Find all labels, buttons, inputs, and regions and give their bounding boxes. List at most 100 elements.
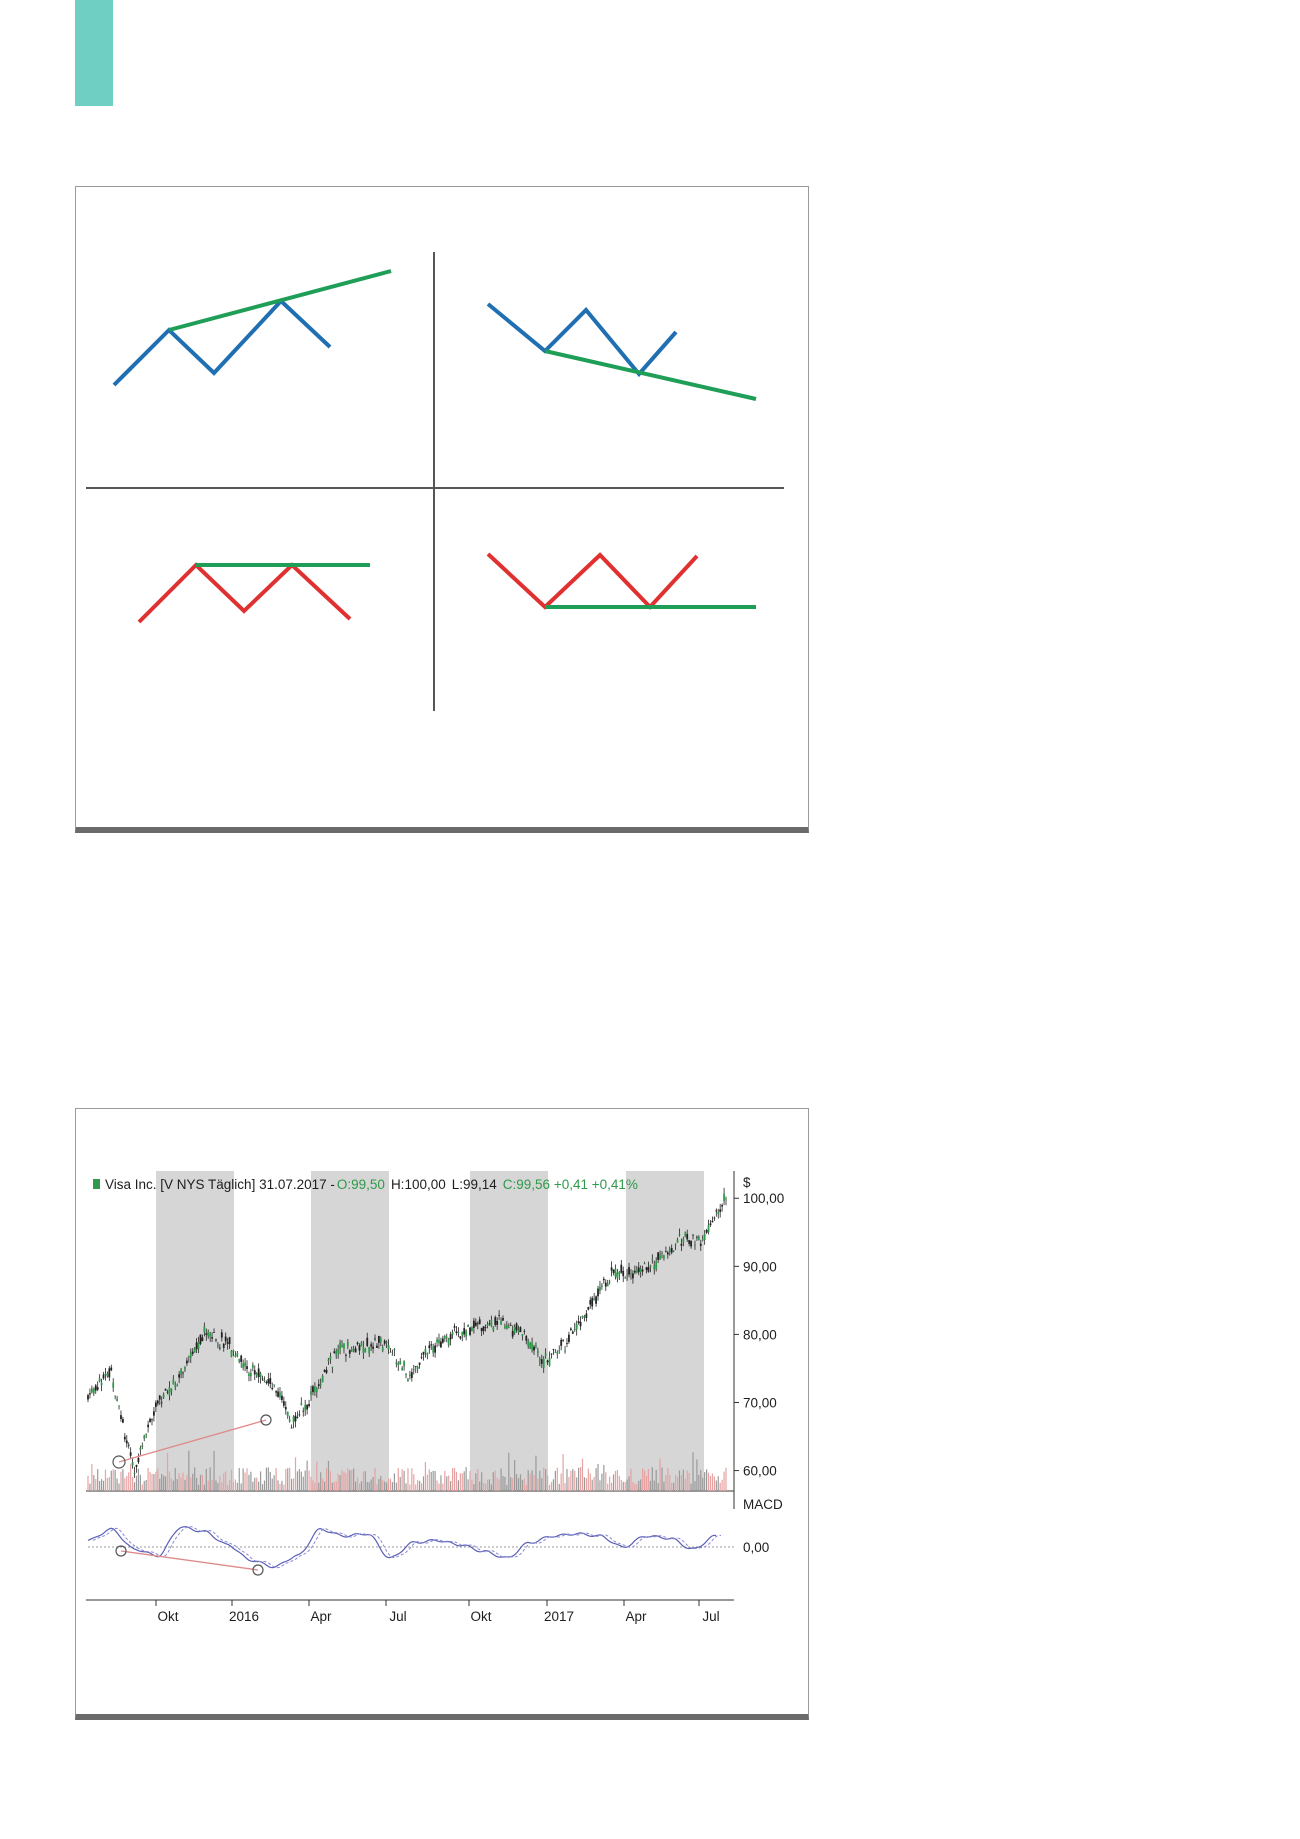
volume-bar [519,1474,522,1491]
volume-bar [143,1480,145,1491]
candle-body [441,1338,444,1343]
volume-bar [250,1471,252,1491]
volume-bar [133,1482,136,1491]
candle-body [560,1339,563,1346]
volume-bar [673,1482,675,1491]
volume-bar [287,1468,289,1491]
volume-bar [514,1460,516,1491]
candle-body [135,1464,138,1467]
candle-body [232,1350,235,1352]
candle-body [399,1361,402,1365]
candle-body [690,1241,692,1247]
candle-body [215,1339,217,1341]
macd-divergence-line [120,1550,259,1571]
volume-bar [525,1484,527,1491]
trendline-top-left [168,269,392,332]
volume-bar [704,1472,706,1491]
candle-body [94,1385,97,1391]
candle-body [89,1393,91,1395]
volume-bar [170,1478,172,1491]
candle-body [492,1327,495,1331]
volume-bar [463,1471,465,1491]
legend-prefix: Visa Inc. [V NYS Täglich] 31.07.2017 - [105,1177,335,1192]
volume-bar [700,1469,702,1491]
candle-body [391,1354,394,1356]
volume-bar [190,1477,192,1491]
volume-bar [649,1480,651,1491]
candle-body [412,1369,415,1370]
candle-body [409,1374,411,1376]
volume-bar [548,1484,551,1491]
candle-body [552,1349,555,1350]
volume-bar [442,1483,444,1491]
price-tick-label: 100,00 [743,1191,784,1206]
candle-body [633,1270,636,1273]
candle-body [244,1362,246,1367]
volume-bar [541,1478,543,1491]
volume-bar [581,1458,584,1491]
volume-bar [248,1474,250,1491]
volume-bar [647,1469,650,1491]
candle-body [562,1339,565,1341]
candle-body [434,1345,437,1353]
candle-body [649,1265,652,1267]
x-tick-label: Apr [625,1609,647,1624]
volume-bar [721,1479,723,1491]
candle-body [558,1350,561,1352]
candle-body [717,1212,720,1215]
candle-body [385,1341,388,1344]
volume-bar [180,1477,182,1491]
volume-bar [457,1480,459,1491]
macd-zero-label: 0,00 [743,1540,769,1555]
volume-bar [415,1484,417,1491]
price-zigzag-top-right [486,302,678,378]
candle-body [507,1327,510,1328]
volume-bar [265,1467,268,1491]
candle-body [259,1373,262,1378]
volume-bar [256,1477,258,1491]
x-tick-label: Apr [310,1609,332,1624]
band-q2-2017 [626,1171,704,1491]
candle-body [122,1419,124,1423]
volume-bar [636,1484,638,1491]
volume-bar [130,1463,132,1491]
volume-bar [479,1481,481,1491]
volume-bar [605,1472,607,1491]
volume-bar [632,1481,634,1491]
candle-body [346,1342,349,1346]
candle-body [360,1342,363,1347]
volume-bar [199,1474,202,1491]
volume-bar [325,1468,328,1491]
candle-body [616,1272,619,1279]
volume-bar [630,1468,632,1491]
candle-body [529,1342,532,1349]
volume-bar [261,1484,264,1491]
volume-bar [469,1470,471,1491]
volume-bar [684,1478,686,1491]
candle-body [292,1416,295,1423]
volume-bar [669,1474,671,1491]
macd-signal-line [92,1526,722,1569]
candle-body [226,1342,229,1344]
volume-bar [690,1483,692,1491]
candle-body [505,1324,508,1330]
volume-bar [316,1461,318,1491]
candle-body [571,1331,574,1334]
volume-bar [696,1459,698,1491]
volume-bar [417,1480,419,1491]
volume-bar [376,1484,378,1491]
candle-body [205,1333,208,1335]
volume-bar [510,1477,512,1491]
volume-bar [269,1471,271,1491]
candle-body [255,1373,258,1375]
volume-bar [455,1471,458,1491]
candle-body [502,1318,504,1321]
volume-bar [426,1474,428,1491]
candle-body [661,1252,663,1254]
volume-bar [368,1482,370,1491]
candle-body [180,1369,182,1375]
volume-bar [217,1483,219,1491]
candle-body [191,1351,194,1354]
candle-body [595,1296,597,1304]
volume-bar [320,1472,322,1491]
